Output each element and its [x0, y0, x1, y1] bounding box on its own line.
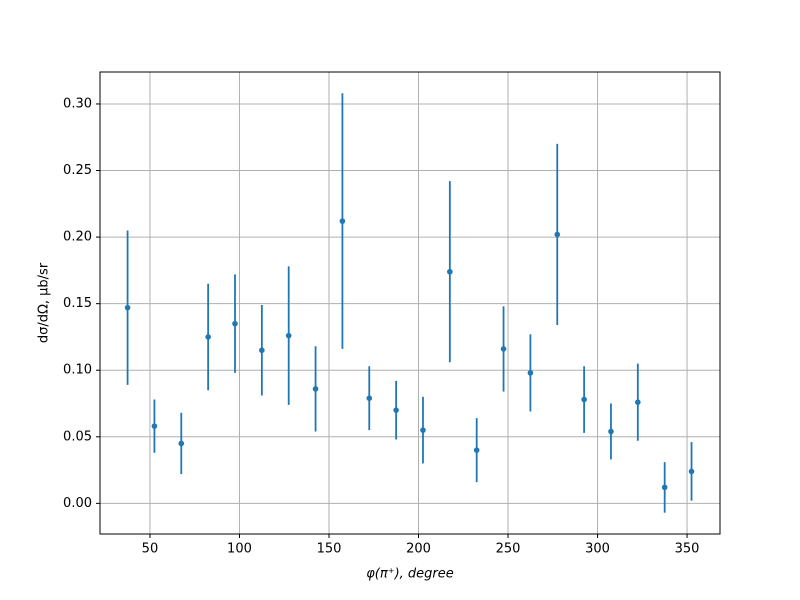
data-point	[661, 484, 668, 491]
y-tick-label: 0.15	[63, 296, 92, 311]
x-axis-label: φ(π⁺), degree	[366, 567, 454, 582]
data-point	[232, 320, 238, 327]
x-tick-label: 200	[406, 542, 431, 557]
y-tick-label: 0.25	[63, 163, 92, 178]
data-point	[366, 395, 373, 401]
axes-frame	[99, 71, 721, 535]
data-point	[205, 334, 211, 340]
x-tick-label: 150	[317, 542, 342, 557]
x-tick-label: 350	[675, 542, 700, 557]
data-point	[688, 468, 695, 475]
data-point	[124, 304, 131, 311]
data-point	[178, 440, 185, 447]
data-point	[554, 231, 561, 238]
y-tick-label: 0.00	[63, 496, 92, 511]
data-point	[339, 218, 346, 224]
x-tick-label: 100	[227, 542, 252, 557]
y-tick-label: 0.20	[63, 230, 92, 245]
data-point	[151, 423, 158, 429]
data-point	[393, 407, 399, 413]
data-point	[635, 399, 641, 405]
data-point	[500, 346, 507, 352]
data-point	[420, 427, 426, 433]
data-point	[473, 447, 480, 453]
x-tick-label: 250	[496, 542, 521, 557]
y-tick-label: 0.05	[63, 429, 92, 444]
data-point	[312, 386, 319, 392]
data-point	[527, 370, 534, 376]
x-tick-label: 300	[585, 542, 610, 557]
data-point	[581, 396, 587, 403]
y-axis-label: dσ/dΩ, μb/sr	[37, 262, 52, 343]
y-tick-label: 0.30	[63, 96, 92, 111]
grid-layer	[100, 72, 720, 534]
y-tick-label: 0.10	[63, 363, 92, 378]
data-point	[608, 428, 614, 435]
data-point	[259, 347, 265, 354]
data-layer	[124, 93, 695, 513]
data-point	[447, 268, 453, 275]
data-point	[285, 332, 292, 339]
x-tick-label: 50	[142, 542, 159, 557]
